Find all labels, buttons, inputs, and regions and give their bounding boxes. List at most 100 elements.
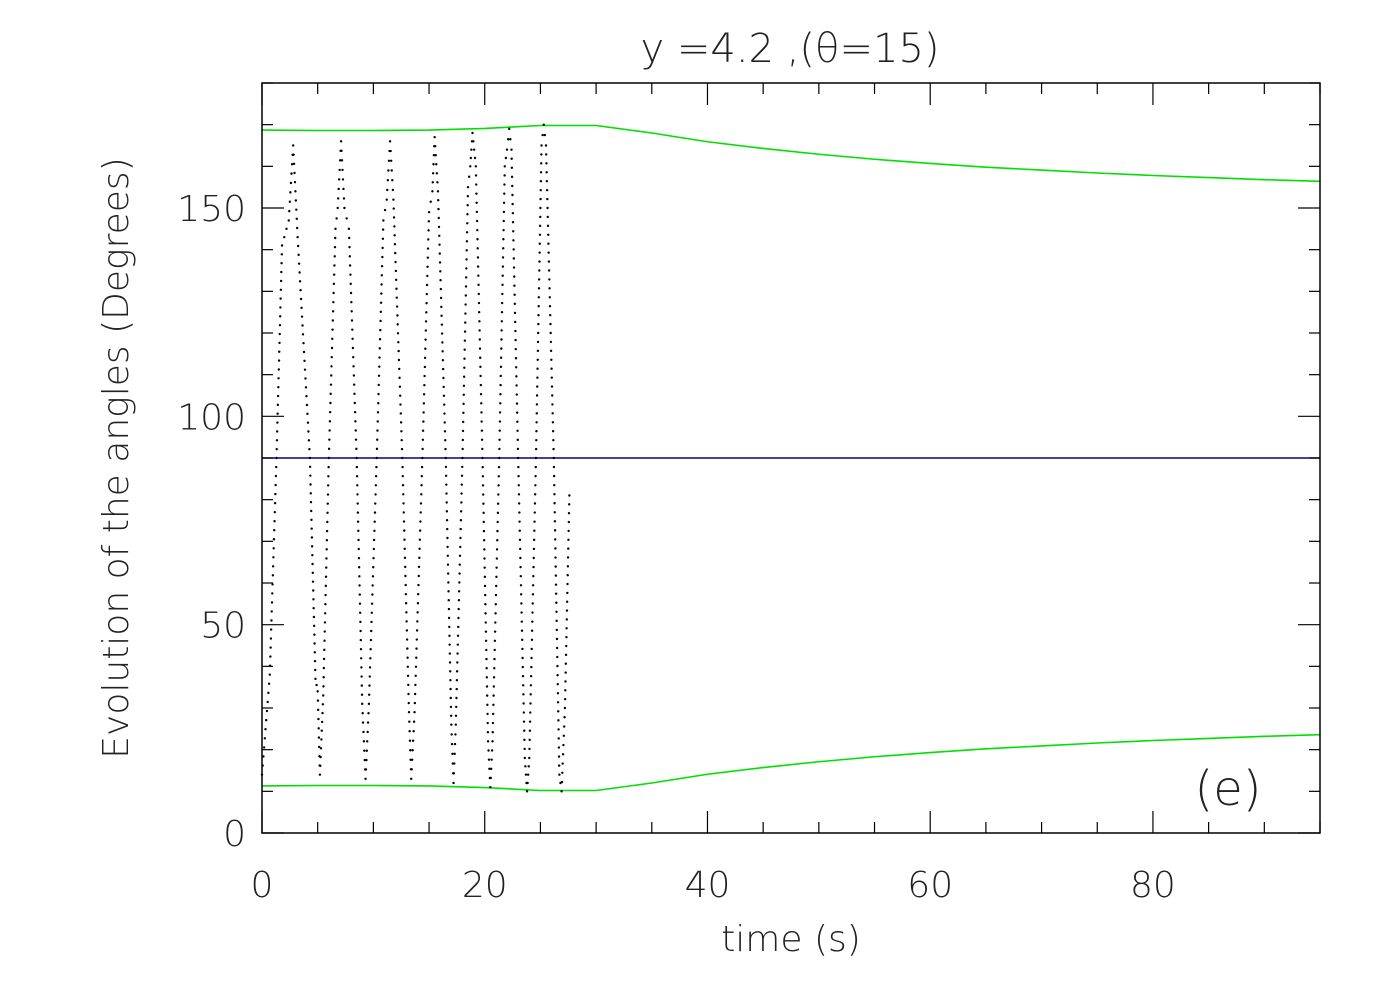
data-point — [455, 696, 458, 700]
data-point — [513, 293, 516, 296]
data-point — [465, 258, 468, 261]
data-point — [463, 348, 466, 351]
data-point — [502, 228, 505, 232]
data-point — [498, 420, 502, 423]
data-point — [360, 657, 363, 660]
data-point — [531, 593, 535, 596]
data-point — [310, 509, 313, 513]
data-point — [398, 376, 401, 380]
data-point — [266, 700, 269, 704]
data-point — [290, 163, 294, 166]
data-point — [405, 638, 409, 641]
data-point — [366, 730, 369, 734]
data-point — [388, 140, 392, 143]
data-point — [372, 547, 376, 551]
data-point — [551, 412, 554, 415]
data-point — [546, 197, 549, 201]
data-point — [376, 420, 379, 423]
data-point — [486, 721, 489, 725]
data-point — [491, 712, 495, 716]
data-point — [440, 305, 443, 309]
data-point — [565, 627, 568, 630]
data-point — [331, 337, 334, 341]
data-point — [531, 584, 535, 587]
data-point — [330, 355, 333, 359]
data-point — [517, 484, 520, 487]
data-point — [316, 690, 319, 693]
data-point — [517, 465, 520, 469]
data-point — [448, 625, 451, 629]
data-point — [312, 615, 316, 619]
data-point — [397, 358, 401, 362]
data-point — [318, 773, 322, 776]
data-point — [557, 728, 560, 731]
data-point — [360, 693, 364, 696]
data-point — [265, 718, 268, 722]
data-point — [550, 376, 553, 379]
data-point — [320, 720, 324, 724]
data-point — [560, 790, 563, 793]
data-point — [414, 683, 417, 687]
data-point — [554, 583, 558, 586]
data-point — [401, 465, 404, 469]
data-point — [290, 172, 293, 175]
data-point — [521, 647, 524, 651]
data-point — [529, 674, 533, 678]
data-point — [457, 599, 461, 602]
data-point — [565, 609, 569, 612]
data-point — [483, 566, 486, 569]
data-point — [377, 383, 380, 387]
data-point — [485, 667, 488, 670]
data-point — [454, 733, 457, 736]
data-point — [442, 394, 446, 397]
data-point — [309, 483, 312, 486]
data-point — [557, 755, 561, 758]
data-point — [493, 657, 496, 661]
data-point — [475, 201, 478, 204]
data-point — [446, 536, 449, 540]
data-point — [331, 310, 335, 313]
data-point — [398, 385, 402, 388]
data-point — [379, 319, 382, 323]
data-point — [403, 538, 406, 541]
data-point — [325, 548, 328, 551]
data-point — [479, 374, 482, 378]
data-point — [443, 430, 447, 433]
data-point — [280, 253, 284, 256]
data-point — [274, 474, 278, 478]
data-point — [479, 365, 482, 369]
data-point — [367, 702, 371, 706]
data-point — [565, 618, 568, 621]
data-point — [279, 279, 283, 283]
data-point — [403, 529, 406, 532]
data-point — [362, 730, 365, 734]
data-point — [310, 527, 313, 530]
data-point — [561, 771, 564, 775]
data-point — [450, 733, 453, 736]
data-point — [489, 785, 492, 789]
data-point — [328, 438, 331, 441]
data-point — [462, 402, 465, 406]
data-point — [451, 752, 454, 756]
data-point — [564, 689, 567, 692]
data-point — [458, 554, 462, 557]
data-point — [316, 699, 320, 702]
data-point — [310, 536, 314, 539]
data-point — [349, 282, 352, 286]
data-point — [331, 328, 334, 331]
data-point — [498, 447, 501, 451]
data-point — [482, 493, 485, 496]
data-point — [538, 251, 541, 254]
data-point — [500, 329, 503, 332]
data-point — [480, 438, 484, 441]
data-point — [442, 385, 445, 389]
data-point — [504, 156, 508, 160]
data-point — [371, 584, 374, 587]
data-point — [409, 749, 412, 752]
series-line-0 — [261, 124, 1321, 183]
data-point — [515, 393, 518, 396]
data-point — [348, 255, 351, 258]
data-point — [278, 315, 282, 318]
y-tick-label: 0 — [223, 814, 246, 855]
data-point — [460, 483, 463, 486]
